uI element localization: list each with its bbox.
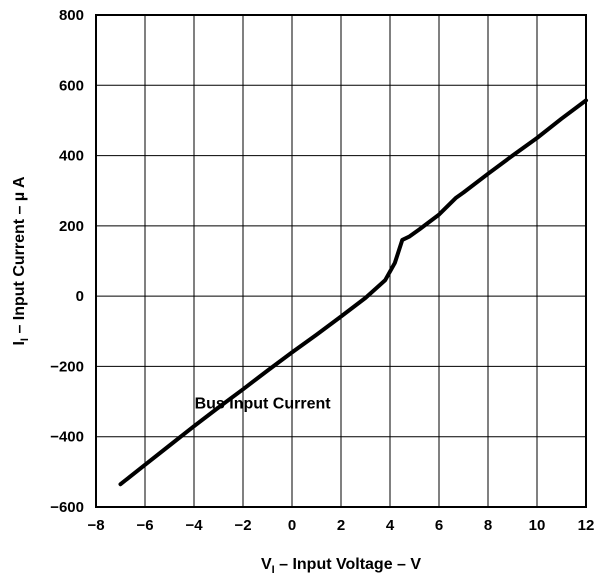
- y-axis-label-main: I: [11, 341, 28, 345]
- x-axis-label-subscript: I: [272, 564, 275, 576]
- y-axis-label-rest: – Input Current – µ A: [11, 176, 28, 338]
- x-tick-label: 0: [288, 517, 296, 534]
- y-tick-label: −200: [50, 358, 84, 375]
- y-tick-label: 0: [76, 288, 84, 305]
- x-tick-label: 8: [484, 517, 492, 534]
- x-tick-labels: −8 −6 −4 −2 0 2 4 6 8 10 12: [87, 517, 594, 534]
- y-axis-label-subscript: I: [19, 338, 31, 341]
- y-tick-label: 400: [59, 148, 84, 165]
- x-tick-label: 10: [529, 517, 546, 534]
- x-axis-label-rest: – Input Voltage – V: [275, 556, 422, 573]
- plot-frame: [95, 14, 587, 508]
- x-axis-label: VI – Input Voltage – V: [261, 556, 421, 576]
- grid: [96, 15, 586, 507]
- x-tick-label: −2: [234, 517, 251, 534]
- x-tick-label: −4: [185, 517, 203, 534]
- x-tick-label: 2: [337, 517, 345, 534]
- x-tick-label: −8: [87, 517, 104, 534]
- y-axis-label: II – Input Current – µ A: [11, 176, 31, 345]
- y-tick-label: 800: [59, 7, 84, 24]
- y-tick-label: −600: [50, 499, 84, 516]
- y-tick-labels: −600 −400 −200 0 200 400 600 800: [50, 7, 84, 516]
- x-axis-label-main: V: [261, 556, 272, 573]
- x-tick-label: −6: [136, 517, 153, 534]
- x-tick-label: 4: [386, 517, 395, 534]
- x-tick-label: 6: [435, 517, 443, 534]
- series-line: [118, 98, 588, 487]
- x-tick-label: 12: [578, 517, 595, 534]
- chart-annotation: Bus Input Current: [195, 396, 332, 413]
- y-tick-label: 600: [59, 77, 84, 94]
- y-tick-label: −400: [50, 429, 84, 446]
- series-points: [120, 100, 587, 485]
- y-tick-label: 200: [59, 218, 84, 235]
